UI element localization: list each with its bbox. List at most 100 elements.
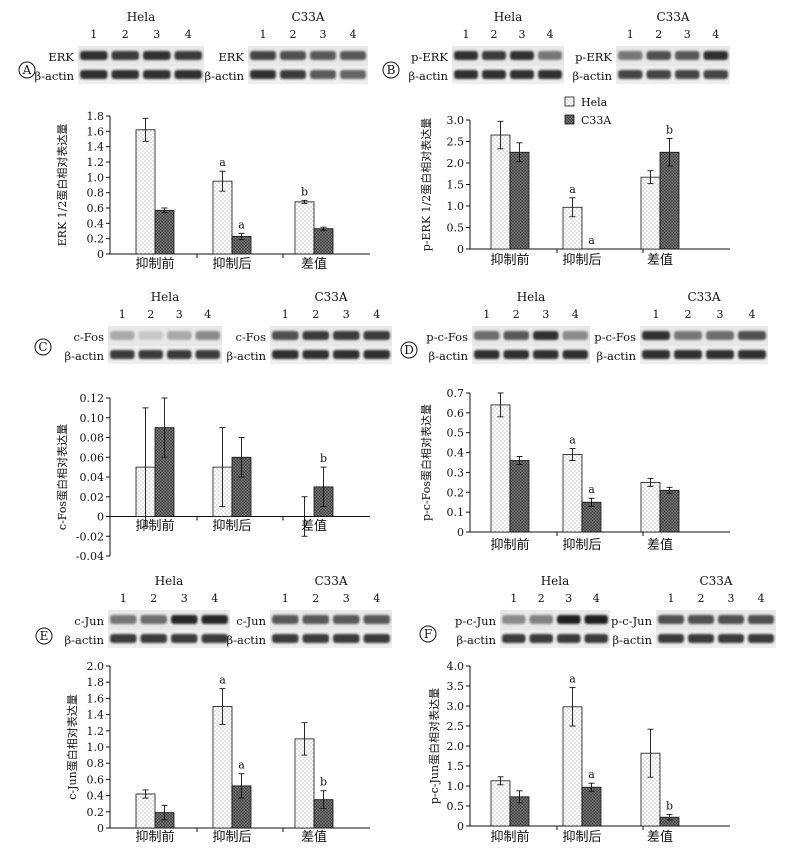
blot-lane-number: 2 xyxy=(655,28,662,41)
blot-lane-number: 3 xyxy=(181,592,188,605)
blot-group-left: Hela xyxy=(494,10,523,24)
y-tick-label: 1.4 xyxy=(87,709,105,722)
y-tick-label: -0.02 xyxy=(76,530,104,543)
y-tick-label: 1.4 xyxy=(87,141,105,154)
y-tick-label: 0.04 xyxy=(80,471,105,484)
blot-band xyxy=(195,331,220,340)
panel-letter: D xyxy=(404,343,414,357)
y-tick-label: 4.0 xyxy=(447,660,465,673)
blot-strip-target xyxy=(452,46,564,66)
blot-band xyxy=(688,615,714,624)
blot-band xyxy=(138,350,163,359)
blot-lane-number: 2 xyxy=(513,308,520,321)
blot-label-control: β-actin xyxy=(226,349,266,363)
blot-group-left: Hela xyxy=(541,574,570,588)
x-category-label: 抑制后 xyxy=(212,830,251,845)
blot-label-control: β-actin xyxy=(64,633,104,647)
blot-band xyxy=(167,331,192,340)
blot-band xyxy=(718,615,744,624)
y-tick-label: 2.0 xyxy=(447,740,465,753)
blot-band xyxy=(250,70,276,79)
blot-band xyxy=(280,70,306,79)
blot-band xyxy=(748,615,774,624)
blot-band xyxy=(201,634,228,643)
blot-band xyxy=(140,615,167,624)
blot-label-target: c-Fos xyxy=(73,330,104,344)
y-tick-label: 0.7 xyxy=(447,387,465,400)
blot-label-target: c-Fos xyxy=(235,330,266,344)
blot-band xyxy=(562,331,588,340)
y-tick-label: 0.02 xyxy=(80,491,105,504)
blot-group-right: C33A xyxy=(314,574,347,588)
bar-hela xyxy=(212,180,233,255)
panel-b: Hela 1 2 3 4 p-ERK β-actin C33A 1 2 3 4 p-ERK β-actin… xyxy=(382,10,730,268)
blot-band xyxy=(80,70,108,79)
blot-lane-number: 3 xyxy=(565,592,572,605)
blot-strip-actin xyxy=(270,630,392,648)
blot-group-right: C33A xyxy=(687,290,720,304)
blot-label-control: β-actin xyxy=(226,633,266,647)
y-tick-label: 1.2 xyxy=(87,156,105,169)
x-category-label: 抑制前 xyxy=(135,829,174,845)
x-category-label: 抑制前 xyxy=(490,252,529,268)
blot-lane-number: 1 xyxy=(627,28,634,41)
panel-f: Hela 1 2 3 4 p-c-Jun β-actin C33A 1 2 3 4 p-c-Jun β-a… xyxy=(419,574,776,845)
blot-band xyxy=(302,615,329,624)
blot-band xyxy=(706,331,734,340)
y-tick-label: 0.2 xyxy=(447,486,465,499)
blot-label-target: c-Jun xyxy=(236,614,266,628)
bar-c33a xyxy=(581,501,602,533)
x-category-label: 差值 xyxy=(301,518,327,534)
blot-lane-number: 1 xyxy=(282,592,289,605)
significance-label: a xyxy=(569,434,576,447)
blot-band xyxy=(688,634,714,643)
blot-band xyxy=(538,51,562,60)
blot-label-control: β-actin xyxy=(596,349,636,363)
x-category-label: 抑制前 xyxy=(490,829,529,845)
blot-lane-number: 3 xyxy=(176,308,183,321)
blot-strip-actin xyxy=(108,346,222,364)
significance-label: a xyxy=(238,218,245,231)
x-category-label: 差值 xyxy=(647,829,673,845)
blot-lane-number: 2 xyxy=(698,592,705,605)
blot-strip-target xyxy=(248,46,368,66)
blot-label-control: β-actin xyxy=(456,633,496,647)
bar-c33a xyxy=(581,786,602,827)
blot-band xyxy=(642,331,670,340)
blot-band xyxy=(302,350,329,359)
blot-band xyxy=(280,51,306,60)
blot-lane-number: 1 xyxy=(120,592,127,605)
legend-swatch xyxy=(564,96,575,107)
blot-lane-number: 2 xyxy=(685,308,692,321)
blot-band xyxy=(646,70,671,79)
blot-band xyxy=(171,634,198,643)
blot-band xyxy=(110,615,137,624)
blot-band xyxy=(454,51,478,60)
blot-group-left: Hela xyxy=(155,574,184,588)
bar-c33a xyxy=(659,489,680,533)
blot-band xyxy=(111,70,139,79)
y-tick-label: 0.6 xyxy=(447,407,465,420)
bar-hela xyxy=(490,780,511,827)
bar-c33a xyxy=(313,228,334,255)
blot-group-right: C33A xyxy=(314,290,347,304)
blot-lane-number: 4 xyxy=(373,592,380,605)
y-tick-label: 1.0 xyxy=(87,741,105,754)
y-tick-label: 0 xyxy=(97,248,104,261)
y-tick-label: 1.0 xyxy=(447,780,465,793)
blot-band xyxy=(250,51,276,60)
bar-hela xyxy=(562,454,583,533)
blot-band xyxy=(110,634,137,643)
y-tick-label: 0.6 xyxy=(87,202,105,215)
y-tick-label: 1.0 xyxy=(447,200,465,213)
y-tick-label: 1.8 xyxy=(87,676,105,689)
blot-lane-number: 2 xyxy=(312,308,319,321)
blot-band xyxy=(482,70,506,79)
blot-lane-number: 2 xyxy=(312,592,319,605)
blot-band xyxy=(502,634,526,643)
blot-strip-actin xyxy=(616,66,730,84)
x-category-label: 抑制前 xyxy=(135,518,174,534)
blot-band xyxy=(138,331,163,340)
blot-strip-actin xyxy=(452,66,564,84)
